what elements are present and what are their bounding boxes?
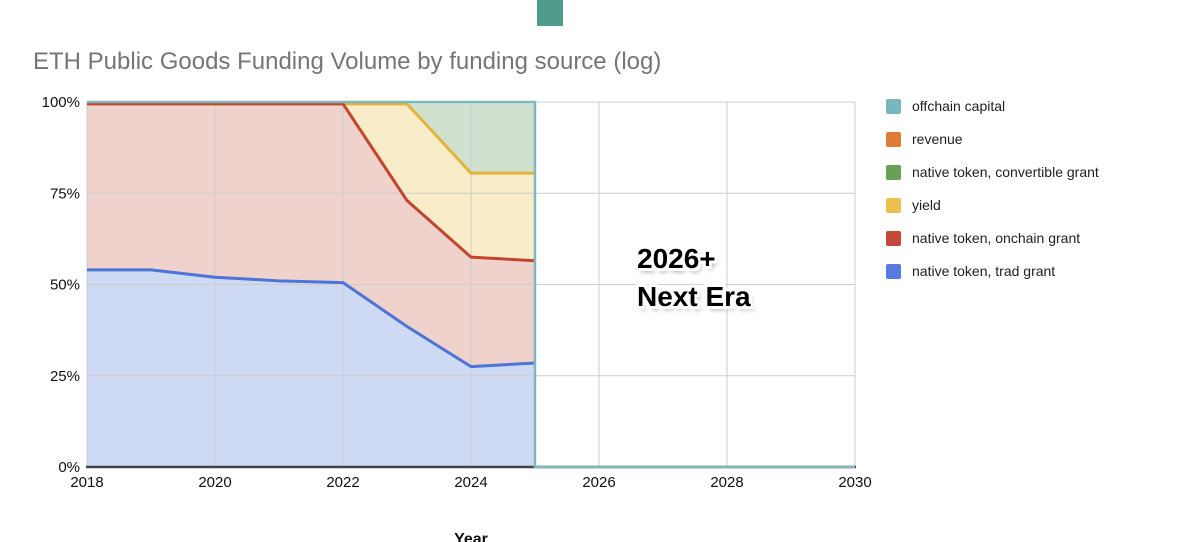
- x-tick-label: 2028: [710, 474, 743, 491]
- cropped-swatch-fragment: [537, 0, 563, 26]
- legend-label: native token, convertible grant: [912, 164, 1099, 180]
- era-annotation-line1: 2026+: [637, 243, 716, 274]
- legend-label: revenue: [912, 131, 963, 147]
- x-tick-label: 2018: [70, 474, 103, 491]
- legend-swatch: [886, 98, 901, 114]
- y-tick-label: 0%: [58, 459, 80, 476]
- legend-item: yield: [886, 197, 1099, 213]
- era-annotation-line2: Next Era: [637, 281, 751, 312]
- legend-item: native token, trad grant: [886, 263, 1099, 279]
- series-line: [87, 268, 536, 369]
- offchain-capital-line: [87, 100, 855, 469]
- legend-swatch: [886, 263, 901, 279]
- legend-swatch: [886, 230, 901, 246]
- series-line: [87, 102, 536, 263]
- x-tick-label: 2020: [198, 474, 231, 491]
- legend: offchain capital revenue native token, con…: [886, 98, 1099, 296]
- y-tick-label: 25%: [50, 368, 80, 385]
- y-tick-label: 75%: [50, 185, 80, 202]
- x-tick-label: 2030: [838, 474, 871, 491]
- y-tick-label: 50%: [50, 277, 80, 294]
- x-tick-label: 2026: [582, 474, 615, 491]
- area-series: [87, 269, 535, 467]
- x-tick-label: 2024: [454, 474, 487, 491]
- legend-item: native token, convertible grant: [886, 164, 1099, 180]
- y-tick-label: 100%: [42, 94, 80, 111]
- legend-label: offchain capital: [912, 98, 1006, 114]
- legend-swatch: [886, 197, 901, 213]
- legend-item: offchain capital: [886, 98, 1099, 114]
- x-tick-label: 2022: [326, 474, 359, 491]
- legend-swatch: [886, 164, 901, 180]
- x-axis-title: Year: [454, 531, 488, 542]
- legend-swatch: [886, 131, 901, 147]
- era-annotation: 2026+ Next Era: [637, 240, 751, 316]
- legend-label: native token, trad grant: [912, 263, 1056, 279]
- legend-label: yield: [912, 197, 941, 213]
- legend-item: native token, onchain grant: [886, 230, 1099, 246]
- legend-item: revenue: [886, 131, 1099, 147]
- legend-label: native token, onchain grant: [912, 230, 1081, 246]
- chart-title: ETH Public Goods Funding Volume by fundi…: [33, 48, 662, 75]
